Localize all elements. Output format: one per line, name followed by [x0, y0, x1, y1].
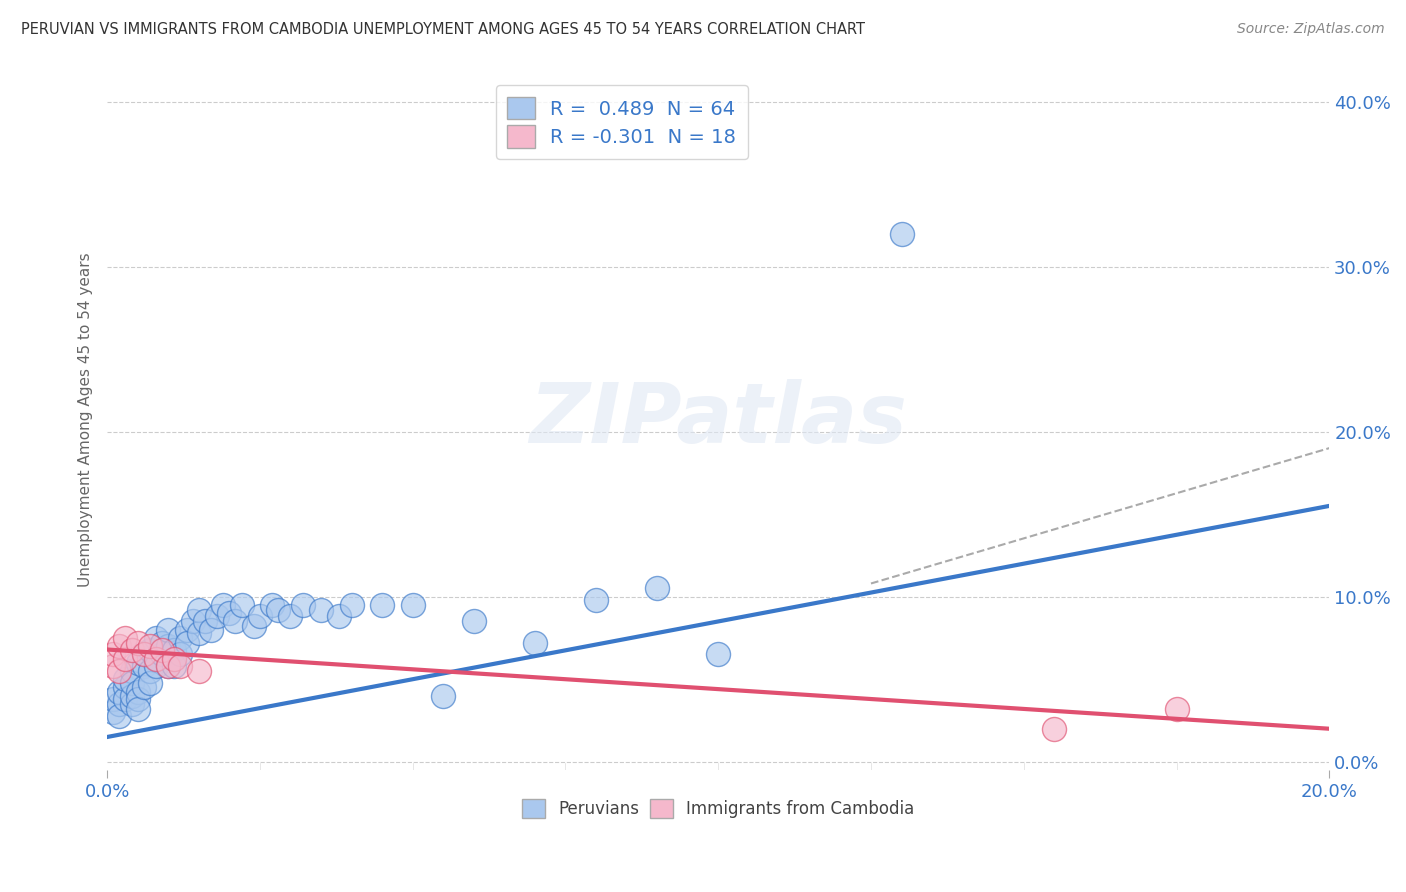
- Point: [163, 652, 186, 666]
- Point: [205, 609, 228, 624]
- Point: [127, 692, 149, 706]
- Point: [187, 664, 209, 678]
- Point: [402, 598, 425, 612]
- Point: [243, 619, 266, 633]
- Point: [127, 636, 149, 650]
- Point: [145, 652, 167, 666]
- Point: [121, 689, 143, 703]
- Point: [523, 636, 546, 650]
- Point: [132, 648, 155, 662]
- Point: [103, 705, 125, 719]
- Point: [267, 603, 290, 617]
- Point: [231, 598, 253, 612]
- Point: [194, 615, 217, 629]
- Point: [890, 227, 912, 241]
- Point: [645, 582, 668, 596]
- Point: [176, 623, 198, 637]
- Point: [707, 648, 730, 662]
- Point: [139, 675, 162, 690]
- Point: [132, 659, 155, 673]
- Point: [212, 598, 235, 612]
- Point: [176, 636, 198, 650]
- Point: [132, 648, 155, 662]
- Point: [169, 648, 191, 662]
- Point: [187, 626, 209, 640]
- Point: [108, 708, 131, 723]
- Point: [187, 603, 209, 617]
- Point: [150, 642, 173, 657]
- Point: [291, 598, 314, 612]
- Point: [127, 685, 149, 699]
- Point: [127, 702, 149, 716]
- Point: [218, 606, 240, 620]
- Point: [108, 697, 131, 711]
- Point: [145, 659, 167, 673]
- Point: [121, 664, 143, 678]
- Point: [432, 689, 454, 703]
- Text: Source: ZipAtlas.com: Source: ZipAtlas.com: [1237, 22, 1385, 37]
- Point: [328, 609, 350, 624]
- Point: [139, 639, 162, 653]
- Point: [163, 642, 186, 657]
- Point: [157, 659, 180, 673]
- Point: [108, 639, 131, 653]
- Point: [280, 609, 302, 624]
- Point: [163, 659, 186, 673]
- Point: [103, 648, 125, 662]
- Point: [249, 609, 271, 624]
- Point: [114, 652, 136, 666]
- Point: [108, 664, 131, 678]
- Point: [1043, 722, 1066, 736]
- Point: [157, 623, 180, 637]
- Point: [132, 681, 155, 695]
- Point: [371, 598, 394, 612]
- Point: [127, 656, 149, 670]
- Point: [145, 631, 167, 645]
- Legend: Peruvians, Immigrants from Cambodia: Peruvians, Immigrants from Cambodia: [515, 792, 921, 825]
- Point: [157, 639, 180, 653]
- Point: [181, 615, 204, 629]
- Point: [585, 593, 607, 607]
- Point: [224, 615, 246, 629]
- Point: [114, 631, 136, 645]
- Point: [114, 681, 136, 695]
- Point: [262, 598, 284, 612]
- Point: [121, 697, 143, 711]
- Y-axis label: Unemployment Among Ages 45 to 54 years: Unemployment Among Ages 45 to 54 years: [79, 252, 93, 587]
- Text: ZIPatlas: ZIPatlas: [529, 379, 907, 459]
- Point: [340, 598, 363, 612]
- Point: [121, 675, 143, 690]
- Point: [114, 672, 136, 686]
- Point: [169, 659, 191, 673]
- Point: [169, 631, 191, 645]
- Text: PERUVIAN VS IMMIGRANTS FROM CAMBODIA UNEMPLOYMENT AMONG AGES 45 TO 54 YEARS CORR: PERUVIAN VS IMMIGRANTS FROM CAMBODIA UNE…: [21, 22, 865, 37]
- Point: [150, 636, 173, 650]
- Point: [200, 623, 222, 637]
- Point: [150, 648, 173, 662]
- Point: [309, 603, 332, 617]
- Point: [103, 659, 125, 673]
- Point: [103, 692, 125, 706]
- Point: [139, 642, 162, 657]
- Point: [108, 685, 131, 699]
- Point: [1166, 702, 1188, 716]
- Point: [157, 659, 180, 673]
- Point: [145, 652, 167, 666]
- Point: [139, 664, 162, 678]
- Point: [463, 615, 485, 629]
- Point: [114, 692, 136, 706]
- Point: [121, 642, 143, 657]
